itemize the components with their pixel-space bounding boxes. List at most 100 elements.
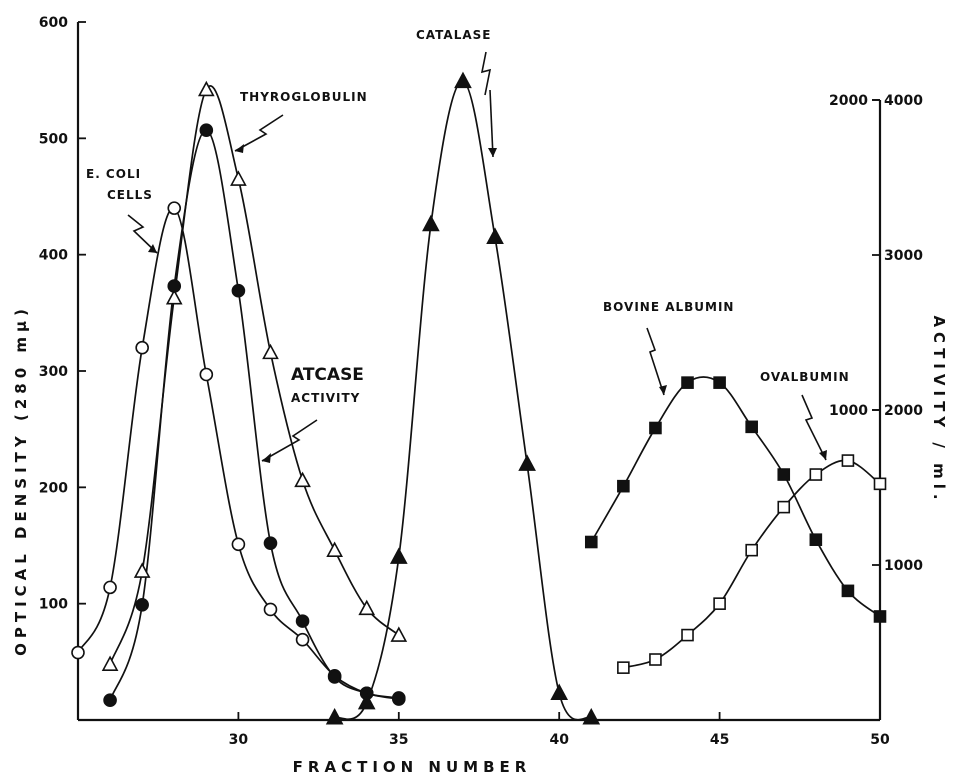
ovalbumin-arrowhead <box>819 450 827 460</box>
data-point-atcase-activity <box>231 283 246 298</box>
x-tick-label: 50 <box>870 732 890 748</box>
data-point-ovalbumin <box>681 628 694 642</box>
data-point-catalase <box>486 227 504 245</box>
data-point-atcase-activity <box>263 536 278 550</box>
data-point-atcase-activity <box>295 614 310 628</box>
y-left-tick-label: 600 <box>39 15 68 31</box>
data-point-thyroglobulin <box>230 170 247 186</box>
y-right-outer-tick-label: 2000 <box>884 403 923 419</box>
data-point-bovine-albumin <box>873 610 887 623</box>
label-atcase-1: ATCASE <box>291 365 364 385</box>
catalase-pointer-1 <box>480 51 492 96</box>
data-point-ovalbumin <box>745 543 758 557</box>
y-right-inner-tick-label: 1000 <box>829 403 868 419</box>
data-point-thyroglobulin <box>262 343 279 360</box>
label-thyroglobulin: THYROGLOBULIN <box>240 90 368 104</box>
ticks: 30 35 40 45 50 100 200 300 400 500 600 1000 2000 3000… <box>39 15 923 748</box>
data-point-thyroglobulin <box>294 471 311 488</box>
ecoli-arrowhead <box>148 244 157 253</box>
series-line-atcase-activity <box>109 129 399 701</box>
data-point-bovine-albumin <box>584 535 598 549</box>
y-left-tick-label: 400 <box>39 248 68 264</box>
data-point-atcase-activity <box>327 670 342 684</box>
label-atcase-2: ACTIVITY <box>291 391 360 405</box>
y-left-tick-label: 500 <box>39 131 68 147</box>
y-axis-left-title: OPTICAL DENSITY (280 mμ) <box>12 304 30 656</box>
data-point-bovine-albumin <box>713 376 726 389</box>
x-tick-label: 30 <box>229 732 249 748</box>
x-tick-label: 40 <box>549 732 569 748</box>
data-point-bovine-albumin <box>649 421 662 435</box>
data-point-ovalbumin <box>777 500 791 514</box>
series-line-catalase <box>334 80 592 721</box>
data-point-bovine-albumin <box>745 420 758 434</box>
data-point-catalase <box>422 214 440 232</box>
y-left-tick-label: 100 <box>39 597 68 613</box>
data-point-bovine-albumin <box>841 584 855 598</box>
curves <box>77 80 881 721</box>
label-catalase: CATALASE <box>416 28 491 42</box>
data-point-e-coli-cells <box>135 340 149 355</box>
y-left-tick-label: 200 <box>39 480 68 496</box>
y-right-outer-tick-label: 3000 <box>884 248 923 264</box>
markers <box>71 71 887 725</box>
y-right-outer-tick-label: 4000 <box>884 93 923 109</box>
data-point-catalase <box>325 707 344 725</box>
data-point-catalase <box>357 692 376 710</box>
series-line-bovine-albumin <box>590 376 881 618</box>
label-ecoli-2: CELLS <box>107 188 153 202</box>
x-tick-label: 45 <box>710 732 729 748</box>
series-line-ovalbumin <box>623 459 881 669</box>
data-point-catalase <box>454 71 472 89</box>
data-point-ovalbumin <box>873 477 887 491</box>
data-point-atcase-activity <box>199 123 214 137</box>
data-point-catalase <box>518 454 536 471</box>
y-left-tick-label: 300 <box>39 364 68 380</box>
label-ecoli-1: E. COLI <box>86 167 141 181</box>
data-point-ovalbumin <box>617 661 630 674</box>
catalase-pointer-2 <box>489 89 494 158</box>
data-point-ovalbumin <box>649 653 662 666</box>
data-point-ovalbumin <box>841 454 855 467</box>
data-point-catalase <box>582 707 601 725</box>
data-point-thyroglobulin <box>326 541 343 557</box>
data-point-catalase <box>550 683 569 701</box>
data-point-e-coli-cells <box>263 602 278 617</box>
data-point-atcase-activity <box>103 693 117 708</box>
data-point-thyroglobulin <box>390 626 408 642</box>
data-point-catalase <box>389 547 408 564</box>
ecoli-pointer <box>127 214 158 254</box>
y-right-inner-tick-label: 2000 <box>829 93 868 109</box>
data-point-thyroglobulin <box>165 289 183 305</box>
data-point-atcase-activity <box>167 279 182 293</box>
x-tick-label: 35 <box>389 732 408 748</box>
data-point-bovine-albumin <box>617 479 630 493</box>
data-point-thyroglobulin <box>197 80 215 97</box>
atcase-arrowhead <box>262 453 271 463</box>
data-point-thyroglobulin <box>133 562 151 578</box>
label-bovine-albumin: BOVINE ALBUMIN <box>603 300 734 314</box>
data-point-e-coli-cells <box>295 632 310 647</box>
annotation-pointers <box>127 51 827 462</box>
data-point-e-coli-cells <box>231 537 246 552</box>
data-point-e-coli-cells <box>199 367 214 382</box>
data-point-e-coli-cells <box>103 580 117 595</box>
data-point-ovalbumin <box>809 468 823 481</box>
series-line-e-coli-cells <box>77 207 399 699</box>
data-point-atcase-activity <box>391 692 406 706</box>
x-axis-title: FRACTION NUMBER <box>293 758 532 776</box>
catalase-arrowhead <box>488 148 497 157</box>
data-point-ovalbumin <box>713 597 726 610</box>
data-point-bovine-albumin <box>809 533 823 546</box>
data-point-e-coli-cells <box>71 645 85 660</box>
data-point-bovine-albumin <box>681 376 694 389</box>
data-point-bovine-albumin <box>777 468 791 481</box>
annotation-arrowheads <box>148 144 827 463</box>
ovalbumin-pointer <box>801 394 827 461</box>
bovine-arrowhead <box>659 385 667 395</box>
thyroglobulin-arrowhead <box>235 144 244 153</box>
bovine-pointer <box>646 327 665 396</box>
data-point-thyroglobulin <box>358 599 376 616</box>
data-point-thyroglobulin <box>101 655 119 671</box>
